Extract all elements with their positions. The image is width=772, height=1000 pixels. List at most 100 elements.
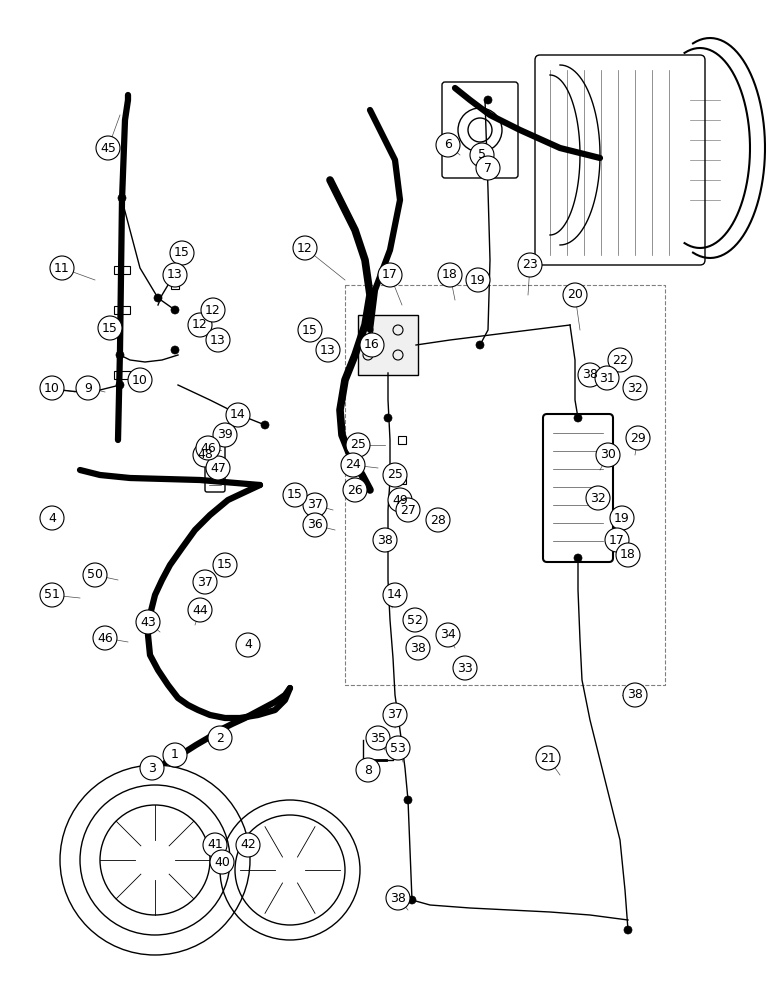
Circle shape — [470, 143, 494, 167]
Circle shape — [188, 313, 212, 337]
Text: 1: 1 — [171, 748, 179, 762]
Circle shape — [116, 381, 124, 389]
Circle shape — [208, 726, 232, 750]
Bar — [398, 476, 406, 484]
Circle shape — [50, 256, 74, 280]
Circle shape — [605, 528, 629, 552]
Text: 19: 19 — [470, 273, 486, 286]
Circle shape — [283, 483, 307, 507]
Circle shape — [466, 268, 490, 292]
Circle shape — [623, 683, 647, 707]
Text: 44: 44 — [192, 603, 208, 616]
Text: 36: 36 — [307, 518, 323, 532]
Text: 14: 14 — [387, 588, 403, 601]
Text: 41: 41 — [207, 838, 223, 852]
Circle shape — [578, 363, 602, 387]
Text: 49: 49 — [392, 493, 408, 506]
Text: 21: 21 — [540, 752, 556, 764]
Circle shape — [476, 156, 500, 180]
Circle shape — [226, 403, 250, 427]
Circle shape — [386, 886, 410, 910]
Circle shape — [586, 486, 610, 510]
Circle shape — [595, 366, 619, 390]
Text: 37: 37 — [387, 708, 403, 722]
Circle shape — [378, 263, 402, 287]
Circle shape — [536, 746, 560, 770]
Circle shape — [76, 376, 100, 400]
Text: 42: 42 — [240, 838, 256, 852]
Circle shape — [303, 493, 327, 517]
Circle shape — [406, 636, 430, 660]
Circle shape — [193, 570, 217, 594]
Text: 24: 24 — [345, 458, 361, 472]
Text: 32: 32 — [590, 491, 606, 504]
Circle shape — [396, 498, 420, 522]
Text: 38: 38 — [627, 688, 643, 702]
Text: 18: 18 — [442, 268, 458, 282]
Circle shape — [206, 328, 230, 352]
Text: 4: 4 — [244, 639, 252, 652]
Bar — [171, 281, 179, 289]
Text: 8: 8 — [364, 764, 372, 776]
Circle shape — [154, 294, 162, 302]
Bar — [114, 306, 130, 314]
Circle shape — [261, 421, 269, 429]
Circle shape — [171, 346, 179, 354]
Circle shape — [453, 656, 477, 680]
Circle shape — [341, 453, 365, 477]
Bar — [114, 371, 130, 379]
Circle shape — [383, 463, 407, 487]
Circle shape — [83, 563, 107, 587]
Circle shape — [40, 376, 64, 400]
FancyBboxPatch shape — [442, 82, 518, 178]
Text: 38: 38 — [390, 892, 406, 904]
Circle shape — [116, 351, 124, 359]
Bar — [306, 326, 314, 334]
Text: 23: 23 — [522, 258, 538, 271]
Circle shape — [236, 833, 260, 857]
Circle shape — [426, 508, 450, 532]
Circle shape — [596, 443, 620, 467]
Circle shape — [316, 338, 340, 362]
Text: 27: 27 — [400, 504, 416, 516]
Circle shape — [366, 726, 390, 750]
Circle shape — [40, 583, 64, 607]
Text: 51: 51 — [44, 588, 60, 601]
Text: 35: 35 — [370, 732, 386, 744]
Circle shape — [128, 368, 152, 392]
Circle shape — [624, 926, 632, 934]
Circle shape — [93, 626, 117, 650]
Circle shape — [574, 554, 582, 562]
Circle shape — [343, 478, 367, 502]
Circle shape — [210, 850, 234, 874]
Circle shape — [193, 443, 217, 467]
Text: 17: 17 — [609, 534, 625, 546]
Circle shape — [140, 756, 164, 780]
Text: 11: 11 — [54, 261, 70, 274]
Text: 6: 6 — [444, 138, 452, 151]
Circle shape — [563, 283, 587, 307]
Circle shape — [356, 758, 380, 782]
Circle shape — [383, 703, 407, 727]
Circle shape — [170, 241, 194, 265]
Circle shape — [408, 896, 416, 904]
Text: 5: 5 — [478, 148, 486, 161]
Text: 30: 30 — [600, 448, 616, 462]
Text: 15: 15 — [102, 322, 118, 334]
Circle shape — [136, 610, 160, 634]
Circle shape — [626, 426, 650, 450]
Circle shape — [206, 456, 230, 480]
Circle shape — [196, 436, 220, 460]
Text: 7: 7 — [484, 161, 492, 174]
Circle shape — [213, 553, 237, 577]
Text: 13: 13 — [320, 344, 336, 357]
Text: 13: 13 — [167, 268, 183, 282]
Text: 22: 22 — [612, 354, 628, 366]
Text: 46: 46 — [200, 442, 216, 454]
Circle shape — [303, 513, 327, 537]
Text: 15: 15 — [174, 246, 190, 259]
Circle shape — [476, 341, 484, 349]
Bar — [398, 436, 406, 444]
Text: 25: 25 — [387, 468, 403, 482]
Text: 17: 17 — [382, 268, 398, 282]
